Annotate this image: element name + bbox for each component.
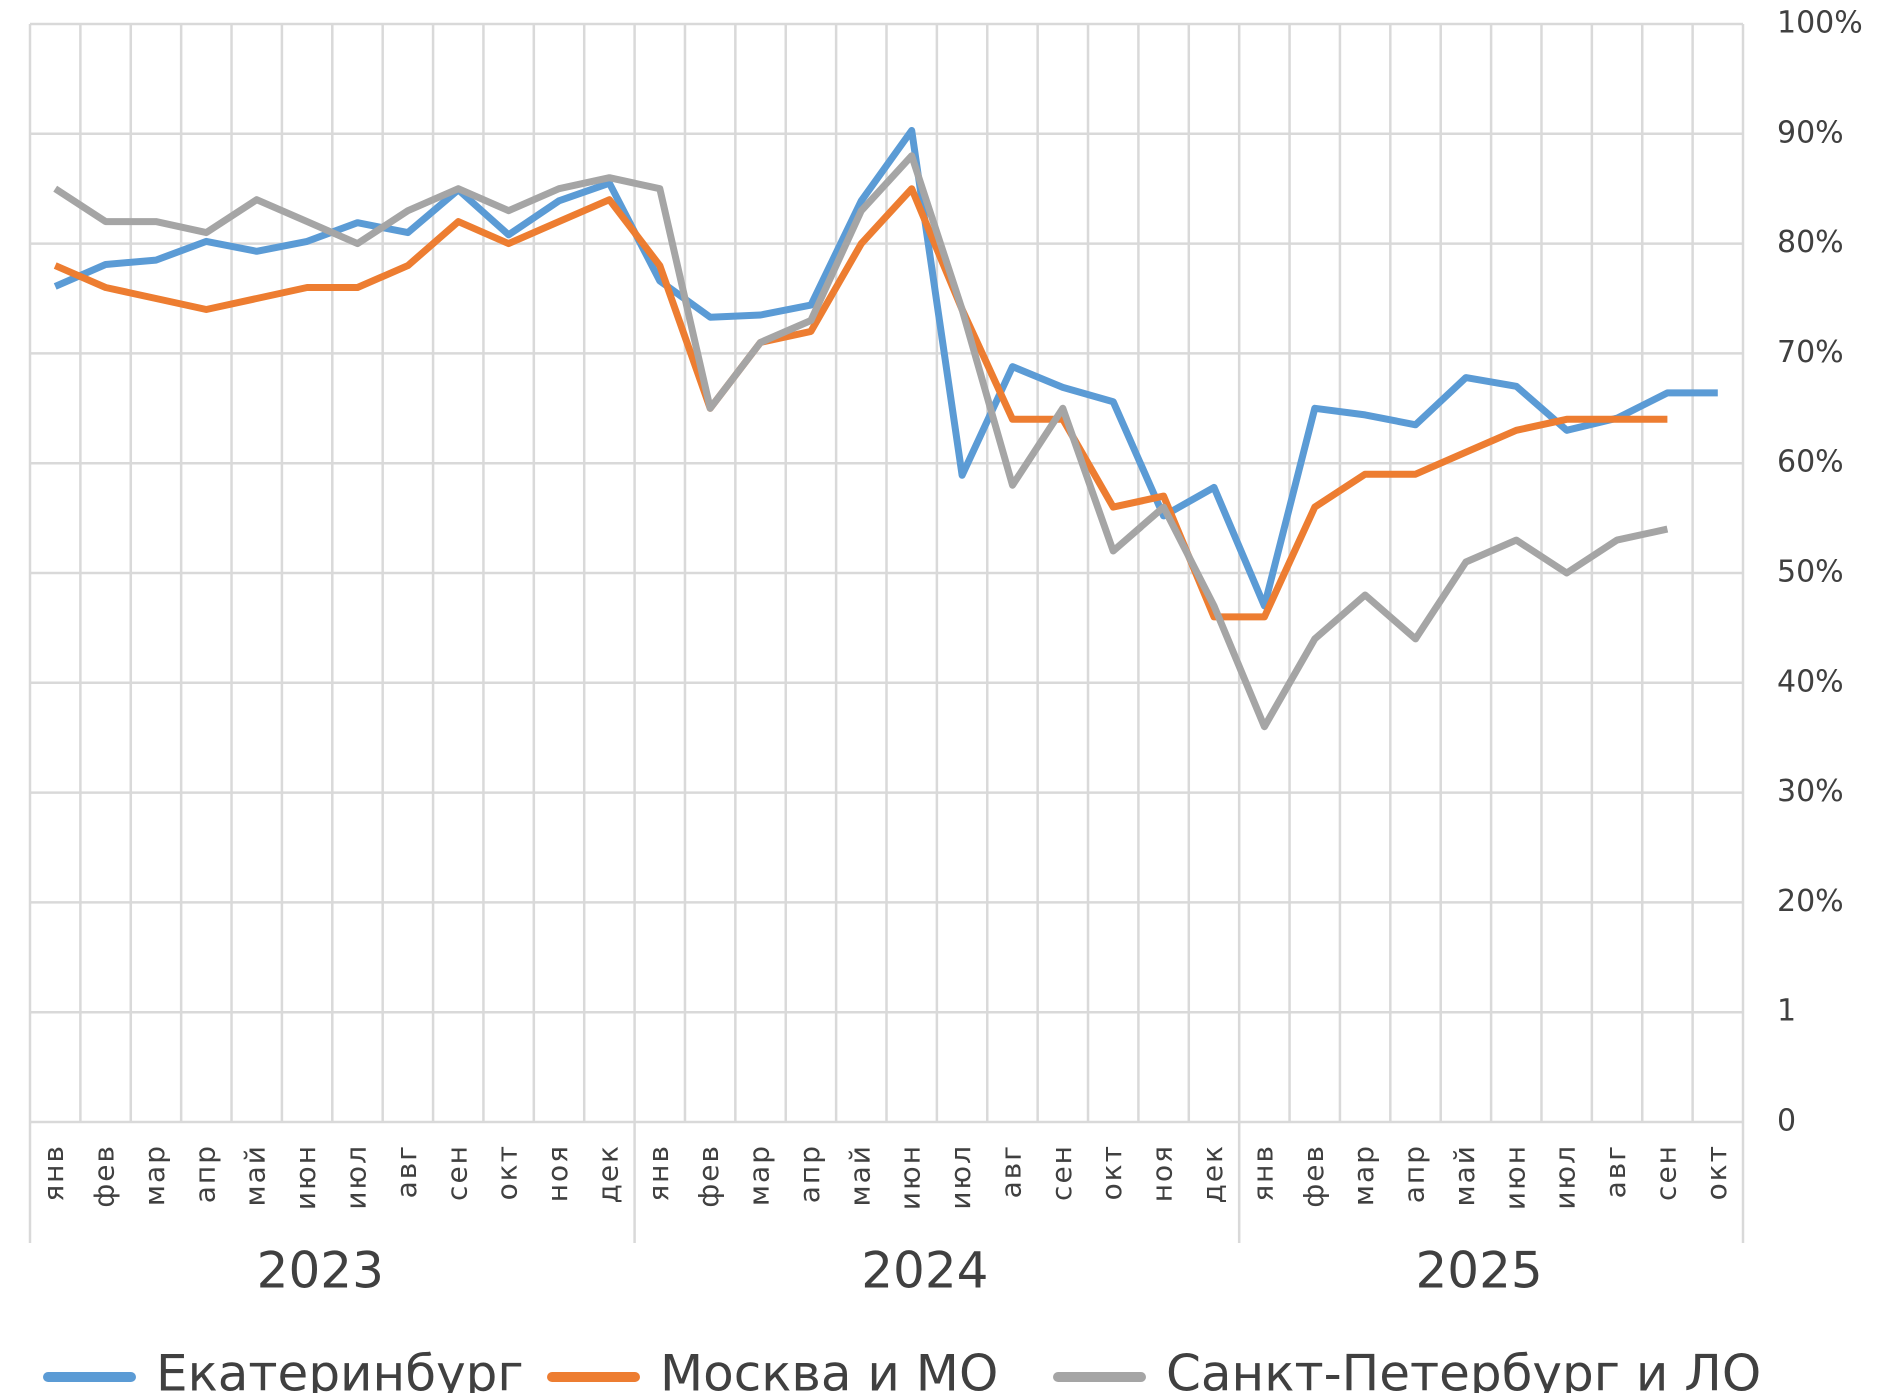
x-tick-label: янв [1246,1144,1279,1202]
x-tick-label: фев [1297,1144,1330,1208]
x-tick-label: июн [289,1144,322,1210]
series-line [53,185,1668,621]
x-tick-label: ноя [1146,1144,1179,1202]
x-tick-label: дек [1196,1144,1229,1204]
x-tick-label: авг [1599,1144,1632,1198]
x-tick-label: окт [491,1144,524,1200]
year-label: 2024 [861,1242,988,1300]
x-tick-label: фев [692,1144,725,1208]
x-tick-label: июн [1498,1144,1531,1210]
x-tick-label: июл [944,1144,977,1210]
series-line [53,152,1669,731]
legend-label: Екатеринбург [156,1345,524,1393]
y-tick-label: 100% [1777,6,1863,41]
x-tick-label: авг [390,1144,423,1198]
y-tick-label: 0 [1777,1104,1796,1139]
x-tick-label: сен [1649,1144,1682,1201]
y-tick-label: 20% [1777,884,1844,919]
x-tick-label: июл [1549,1144,1582,1210]
x-tick-label: сен [1045,1144,1078,1201]
y-tick-label: 60% [1777,445,1844,480]
y-tick-label: 50% [1777,555,1844,590]
x-tick-label: янв [642,1144,675,1202]
x-tick-label: июл [339,1144,372,1210]
x-tick-label: апр [188,1144,221,1203]
x-tick-label: мар [743,1144,776,1206]
x-tick-label: июн [894,1144,927,1210]
x-tick-label: май [1448,1144,1481,1206]
x-tick-label: апр [793,1144,826,1203]
x-tick-label: май [239,1144,272,1206]
x-tick-label: мар [1347,1144,1380,1206]
x-tick-label: окт [1700,1144,1733,1200]
x-tick-label: авг [994,1144,1027,1198]
x-tick-label: окт [1095,1144,1128,1200]
y-tick-label: 30% [1777,774,1844,809]
y-tick-label: 70% [1777,335,1844,370]
x-tick-label: апр [1398,1144,1431,1203]
x-tick-label: май [843,1144,876,1206]
y-tick-label: 80% [1777,225,1844,260]
x-tick-label: янв [37,1144,70,1202]
x-tick-label: сен [440,1144,473,1201]
legend-label: Санкт-Петербург и ЛО [1166,1345,1761,1393]
x-tick-label: ноя [541,1144,574,1202]
y-tick-label: 90% [1777,115,1844,150]
x-tick-label: фев [88,1144,121,1208]
x-tick-label: мар [138,1144,171,1206]
y-tick-label: 1 [1777,994,1796,1029]
legend-label: Москва и МО [660,1345,998,1393]
year-label: 2023 [257,1242,384,1300]
y-tick-label: 40% [1777,664,1844,699]
x-tick-label: дек [591,1144,624,1204]
year-label: 2025 [1415,1242,1542,1300]
